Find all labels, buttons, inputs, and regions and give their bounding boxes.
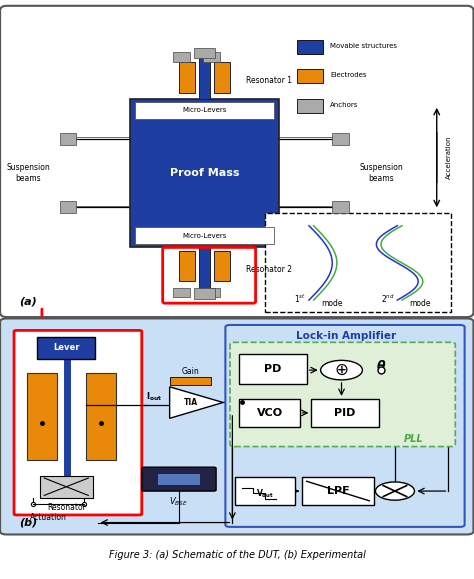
- FancyBboxPatch shape: [0, 318, 474, 534]
- Text: mode: mode: [410, 299, 431, 308]
- Text: VCO: VCO: [256, 408, 283, 418]
- Circle shape: [375, 482, 414, 500]
- Text: (b): (b): [18, 518, 37, 528]
- FancyBboxPatch shape: [0, 6, 474, 317]
- FancyBboxPatch shape: [230, 342, 456, 446]
- Bar: [332, 133, 349, 145]
- Bar: [332, 201, 349, 214]
- Text: (a): (a): [18, 296, 36, 306]
- Bar: [27, 373, 57, 460]
- Bar: [199, 247, 210, 288]
- Text: TIA: TIA: [183, 398, 198, 407]
- Bar: [179, 61, 195, 93]
- Bar: [297, 40, 323, 54]
- Bar: [130, 98, 279, 247]
- FancyBboxPatch shape: [226, 325, 465, 527]
- Text: PLL: PLL: [404, 434, 423, 444]
- Text: Electrodes: Electrodes: [330, 72, 366, 79]
- Circle shape: [320, 360, 363, 380]
- Bar: [158, 474, 200, 485]
- Text: Lever: Lever: [53, 343, 80, 352]
- Text: $\mathbf{V_{out}}$: $\mathbf{V_{out}}$: [256, 488, 274, 500]
- Text: $V_{BSE}$: $V_{BSE}$: [169, 496, 189, 508]
- Text: Actuation: Actuation: [30, 513, 67, 522]
- Text: Movable structures: Movable structures: [330, 43, 397, 49]
- Text: $\boldsymbol{\theta}$: $\boldsymbol{\theta}$: [376, 359, 387, 373]
- Bar: [86, 373, 116, 460]
- FancyBboxPatch shape: [14, 331, 142, 515]
- Text: $1^{st}$: $1^{st}$: [294, 292, 306, 305]
- Text: Suspension
beams: Suspension beams: [359, 163, 403, 183]
- Bar: [170, 377, 211, 384]
- Bar: [194, 47, 215, 58]
- Bar: [297, 69, 323, 83]
- Text: Micro-Levers: Micro-Levers: [182, 233, 227, 239]
- Bar: [265, 213, 451, 313]
- Bar: [214, 61, 230, 93]
- Text: Proof Mass: Proof Mass: [170, 168, 239, 178]
- Bar: [173, 288, 190, 297]
- Bar: [60, 133, 76, 145]
- Bar: [235, 477, 295, 505]
- Bar: [199, 58, 210, 98]
- Bar: [135, 102, 274, 119]
- Text: Resonator: Resonator: [47, 503, 86, 512]
- Text: LPF: LPF: [327, 486, 349, 496]
- Bar: [311, 399, 379, 427]
- Bar: [239, 354, 307, 384]
- Text: PID: PID: [334, 408, 356, 418]
- Text: Anchors: Anchors: [330, 102, 358, 108]
- Text: Gain: Gain: [182, 367, 200, 376]
- Text: $\oplus$: $\oplus$: [334, 361, 349, 379]
- Bar: [39, 476, 93, 497]
- Bar: [297, 98, 323, 113]
- Text: Acceleration: Acceleration: [446, 136, 452, 179]
- FancyBboxPatch shape: [142, 467, 216, 491]
- Text: Lock-in Amplifier: Lock-in Amplifier: [296, 331, 396, 341]
- Text: Figure 3: (a) Schematic of the DUT, (b) Experimental: Figure 3: (a) Schematic of the DUT, (b) …: [109, 550, 365, 560]
- Bar: [135, 228, 274, 244]
- Text: $2^{nd}$: $2^{nd}$: [381, 292, 395, 305]
- Polygon shape: [170, 387, 223, 418]
- FancyBboxPatch shape: [37, 337, 95, 358]
- Bar: [203, 288, 220, 297]
- Text: Resonator 1: Resonator 1: [246, 76, 292, 85]
- Text: mode: mode: [321, 299, 343, 308]
- Text: Micro-Levers: Micro-Levers: [182, 107, 227, 113]
- Bar: [179, 251, 195, 281]
- Text: PD: PD: [264, 364, 282, 374]
- Text: Resonator 2: Resonator 2: [246, 265, 292, 274]
- Text: $\mathbf{I_{out}}$: $\mathbf{I_{out}}$: [146, 390, 163, 403]
- Bar: [203, 52, 220, 61]
- Bar: [239, 399, 300, 427]
- Text: Suspension
beams: Suspension beams: [6, 163, 50, 183]
- Bar: [60, 201, 76, 214]
- Bar: [173, 52, 190, 61]
- Bar: [194, 288, 215, 299]
- Bar: [302, 477, 374, 505]
- Bar: [214, 251, 230, 281]
